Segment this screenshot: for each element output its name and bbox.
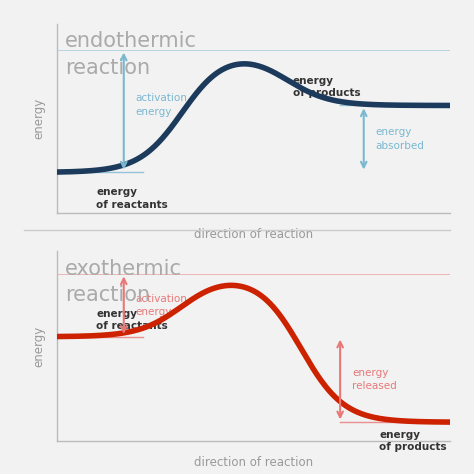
Text: direction of reaction: direction of reaction: [194, 456, 313, 469]
Text: energy
of reactants: energy of reactants: [96, 187, 168, 210]
Text: energy
of reactants: energy of reactants: [96, 309, 168, 331]
Text: energy
released: energy released: [352, 368, 397, 391]
Text: exothermic
reaction: exothermic reaction: [65, 259, 182, 305]
Text: activation
energy: activation energy: [136, 293, 187, 317]
Text: endothermic
reaction: endothermic reaction: [65, 31, 197, 78]
Text: energy: energy: [32, 98, 45, 139]
Text: energy
absorbed: energy absorbed: [375, 128, 424, 151]
Text: activation
energy: activation energy: [136, 93, 187, 117]
Text: energy
of products: energy of products: [380, 429, 447, 452]
Text: energy: energy: [32, 325, 45, 367]
Text: direction of reaction: direction of reaction: [194, 228, 313, 241]
Text: energy
of products: energy of products: [293, 76, 361, 98]
